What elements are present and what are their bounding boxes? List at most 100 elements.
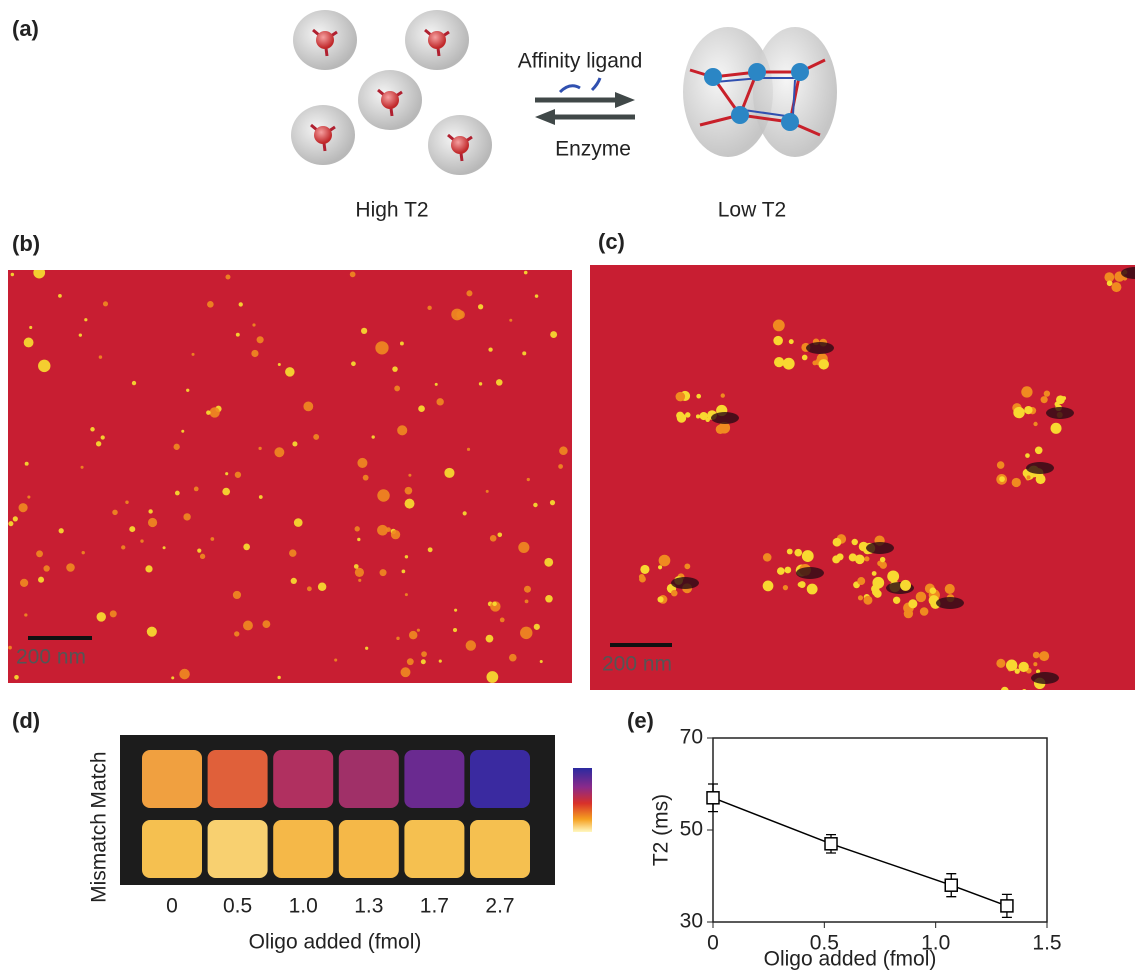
feature — [285, 367, 295, 377]
feature — [929, 587, 937, 594]
feature — [362, 474, 369, 481]
feature — [492, 601, 497, 607]
feature — [864, 556, 870, 562]
shadow — [671, 577, 699, 589]
afm-image — [8, 270, 572, 683]
feature — [1032, 651, 1040, 659]
feature — [199, 553, 206, 560]
feature — [786, 548, 793, 555]
colorbar — [573, 768, 592, 832]
feature — [33, 270, 46, 279]
feature — [533, 623, 540, 630]
feature — [251, 349, 259, 358]
feature — [509, 318, 513, 322]
feature — [1024, 405, 1033, 415]
feature — [1043, 390, 1051, 397]
feature — [456, 310, 465, 319]
feature — [550, 331, 558, 339]
feature — [186, 388, 190, 392]
column-label: 0.5 — [223, 895, 252, 918]
feature — [8, 645, 12, 650]
feature — [365, 646, 369, 650]
feature — [444, 467, 455, 478]
feature — [396, 636, 400, 641]
feature — [351, 361, 356, 367]
marker — [944, 878, 959, 892]
well — [404, 750, 465, 808]
feature — [235, 332, 240, 337]
feature — [887, 570, 900, 583]
feature — [996, 461, 1005, 469]
feature — [534, 294, 539, 298]
shadow — [936, 597, 964, 609]
feature — [416, 628, 420, 632]
feature — [29, 325, 33, 330]
feature — [397, 425, 408, 436]
feature — [209, 407, 220, 418]
feature — [695, 414, 701, 419]
column-label: 2.7 — [485, 895, 514, 918]
feature — [549, 500, 556, 506]
feature — [879, 556, 886, 563]
feature — [357, 457, 368, 468]
feature — [762, 553, 772, 562]
feature — [183, 513, 191, 521]
feature — [1011, 477, 1021, 488]
core — [316, 31, 334, 49]
feature — [95, 441, 102, 447]
feature — [762, 580, 774, 592]
feature — [871, 571, 877, 576]
feature — [238, 302, 243, 307]
feature — [306, 586, 312, 592]
feature — [36, 550, 43, 558]
feature — [676, 413, 687, 423]
feature — [785, 361, 792, 367]
line — [712, 797, 1008, 907]
feature — [358, 578, 362, 582]
feature — [788, 339, 794, 345]
feature — [191, 352, 195, 356]
feature — [857, 577, 866, 586]
feature — [1033, 662, 1038, 667]
feature — [292, 441, 298, 447]
well — [142, 750, 202, 808]
feature — [1021, 386, 1033, 398]
scale-label: 200 nm — [16, 646, 86, 669]
feature — [243, 620, 253, 631]
feature — [873, 589, 882, 598]
feature — [485, 489, 489, 493]
feature — [477, 304, 484, 310]
feature — [684, 563, 691, 570]
feature — [375, 341, 389, 355]
feature — [900, 579, 912, 591]
well — [404, 820, 465, 878]
feature — [20, 578, 29, 587]
feature — [12, 516, 18, 522]
arrow-label: Affinity ligand — [518, 50, 643, 73]
well — [470, 820, 530, 878]
feature — [685, 412, 691, 418]
state-label: Low T2 — [718, 199, 787, 222]
feature — [999, 476, 1005, 482]
feature — [436, 398, 444, 406]
panel-label: (c) — [598, 229, 625, 254]
arrows — [535, 77, 635, 125]
feature — [96, 612, 106, 622]
panel-label: (d) — [12, 708, 40, 733]
feature — [234, 631, 240, 637]
column-label: 1.3 — [354, 895, 383, 918]
feature — [1115, 253, 1124, 262]
feature — [404, 555, 409, 559]
panel-label: (e) — [627, 708, 654, 733]
feature — [848, 553, 857, 562]
feature — [18, 503, 28, 513]
feature — [84, 318, 88, 322]
feature — [140, 539, 144, 543]
feature — [485, 634, 494, 643]
marker — [1000, 899, 1014, 913]
feature — [434, 382, 438, 386]
feature — [1102, 258, 1109, 265]
feature — [408, 473, 412, 477]
feature — [720, 393, 725, 398]
feature — [197, 548, 202, 553]
